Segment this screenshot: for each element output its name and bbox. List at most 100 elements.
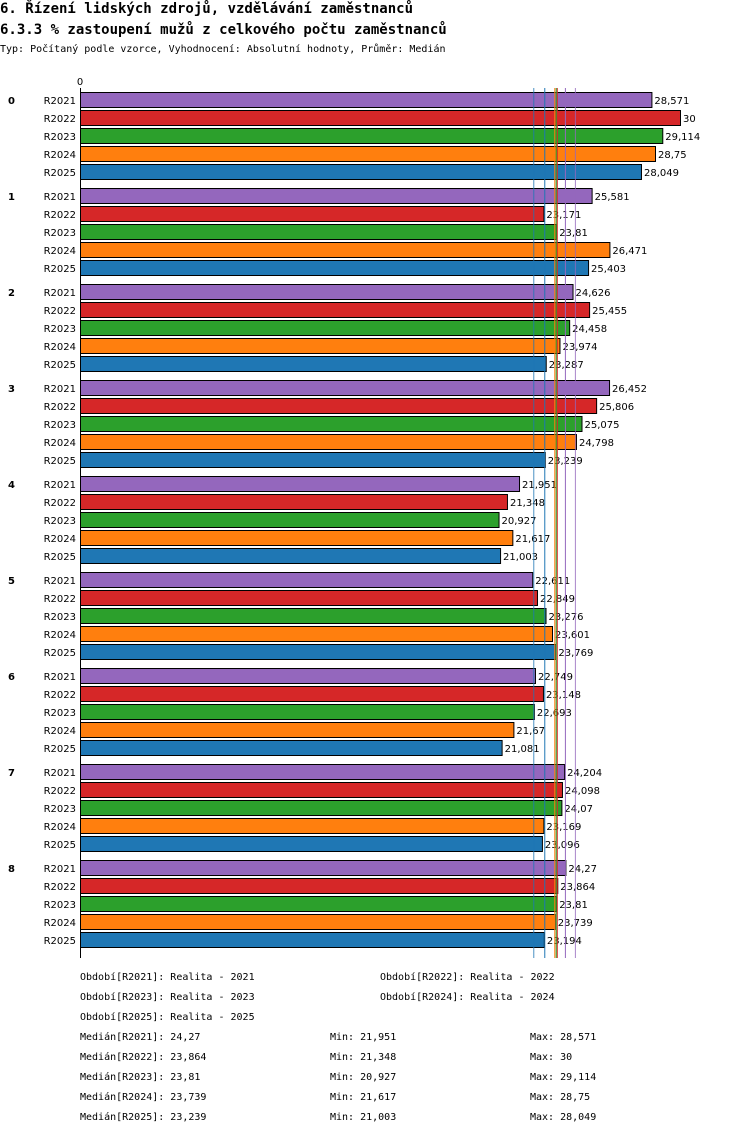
category-label-2: 2 [8,288,15,299]
row-label-2-R2024: R2024 [44,342,76,353]
bar-5-R2023 [80,608,547,624]
legend-period-r2022: Období[R2022]: Realita - 2022 [380,972,555,983]
bar-value-8-R2022: 23,864 [560,882,595,893]
bar-0-R2021 [80,92,653,108]
bar-value-8-R2025: 23,194 [547,936,582,947]
bar-8-R2023 [80,896,558,912]
axis-zero-label: 0 [77,77,83,88]
bar-value-3-R2022: 25,806 [599,402,634,413]
stat-min-r2022: Min: 21,348 [330,1052,397,1063]
bar-value-2-R2023: 24,458 [572,324,607,335]
bar-value-2-R2024: 23,974 [562,342,597,353]
stat-min-r2023: Min: 20,927 [330,1072,397,1083]
bar-5-R2024 [80,626,554,642]
row-label-4-R2024: R2024 [44,534,76,545]
row-label-1-R2021: R2021 [44,192,76,203]
row-label-5-R2025: R2025 [44,648,76,659]
bar-3-R2022 [80,398,598,414]
row-label-5-R2022: R2022 [44,594,76,605]
stat-median-r2024: Medián[R2024]: 23,739 [80,1092,207,1103]
row-label-8-R2024: R2024 [44,918,76,929]
bar-8-R2024 [80,914,556,930]
bar-8-R2022 [80,878,559,894]
bar-value-1-R2023: 23,81 [559,228,588,239]
row-label-4-R2022: R2022 [44,498,76,509]
row-label-1-R2023: R2023 [44,228,76,239]
row-label-6-R2024: R2024 [44,726,76,737]
bar-value-5-R2021: 22,611 [535,576,570,587]
bar-value-3-R2021: 26,452 [612,384,647,395]
bar-0-R2024 [80,146,656,162]
bar-3-R2023 [80,416,583,432]
row-label-6-R2021: R2021 [44,672,76,683]
bar-4-R2025 [80,548,502,564]
bar-6-R2023 [80,704,535,720]
row-label-8-R2021: R2021 [44,864,76,875]
bar-7-R2023 [80,800,563,816]
bar-5-R2022 [80,590,538,606]
bar-4-R2024 [80,530,514,546]
bar-1-R2023 [80,224,558,240]
chart-subtitle: 6.3.3 % zastoupení mužů z celkového počt… [0,22,447,38]
row-label-2-R2023: R2023 [44,324,76,335]
row-label-7-R2024: R2024 [44,822,76,833]
chart-title: 6. Řízení lidských zdrojů, vzdělávání za… [0,1,414,17]
bar-7-R2022 [80,782,563,798]
stat-median-r2025: Medián[R2025]: 23,239 [80,1112,207,1123]
bar-7-R2024 [80,818,545,834]
stat-max-r2022: Max: 30 [530,1052,573,1063]
bar-8-R2021 [80,860,567,876]
bar-1-R2021 [80,188,593,204]
bar-value-3-R2023: 25,075 [585,420,620,431]
stat-median-r2022: Medián[R2022]: 23,864 [80,1052,207,1063]
bar-4-R2021 [80,476,521,492]
bar-value-8-R2023: 23,81 [559,900,588,911]
category-label-6: 6 [8,672,15,683]
stat-min-r2024: Min: 21,617 [330,1092,397,1103]
bar-8-R2025 [80,932,545,948]
category-label-4: 4 [8,480,15,491]
bar-value-4-R2021: 21,951 [522,480,557,491]
stat-median-r2021: Medián[R2021]: 24,27 [80,1032,201,1043]
stat-max-r2023: Max: 29,114 [530,1072,597,1083]
bar-value-6-R2021: 22,749 [538,672,573,683]
bar-value-8-R2021: 24,27 [568,864,597,875]
row-label-4-R2021: R2021 [44,480,76,491]
bar-6-R2022 [80,686,544,702]
bar-2-R2022 [80,302,591,318]
category-label-5: 5 [8,576,15,587]
bar-5-R2021 [80,572,534,588]
bar-value-4-R2022: 21,348 [510,498,545,509]
row-label-6-R2022: R2022 [44,690,76,701]
category-label-1: 1 [8,192,15,203]
legend-period-r2023: Období[R2023]: Realita - 2023 [80,992,255,1003]
bar-value-4-R2024: 21,617 [515,534,550,545]
row-label-0-R2021: R2021 [44,96,76,107]
row-label-0-R2022: R2022 [44,114,76,125]
bar-4-R2023 [80,512,500,528]
row-label-3-R2021: R2021 [44,384,76,395]
row-label-0-R2025: R2025 [44,168,76,179]
row-label-7-R2023: R2023 [44,804,76,815]
bar-value-4-R2025: 21,003 [503,552,538,563]
bar-2-R2025 [80,356,547,372]
row-label-5-R2021: R2021 [44,576,76,587]
bar-6-R2021 [80,668,536,684]
row-label-6-R2025: R2025 [44,744,76,755]
bar-value-7-R2022: 24,098 [565,786,600,797]
row-label-0-R2024: R2024 [44,150,76,161]
stat-min-r2021: Min: 21,951 [330,1032,397,1043]
bar-value-0-R2021: 28,571 [654,96,689,107]
bar-6-R2025 [80,740,503,756]
bar-3-R2021 [80,380,611,396]
row-label-8-R2023: R2023 [44,900,76,911]
category-label-3: 3 [8,384,15,395]
bar-value-0-R2022: 30 [683,114,696,125]
row-label-8-R2025: R2025 [44,936,76,947]
bar-1-R2025 [80,260,590,276]
stat-min-r2025: Min: 21,003 [330,1112,397,1123]
category-label-0: 0 [8,96,15,107]
bar-1-R2022 [80,206,545,222]
bar-value-1-R2022: 23,171 [546,210,581,221]
